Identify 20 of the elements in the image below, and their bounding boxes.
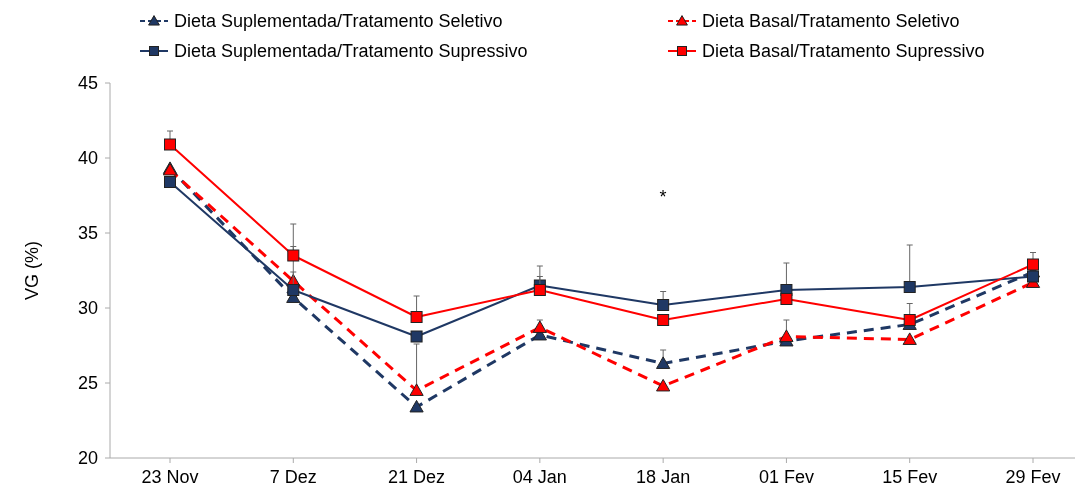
legend-label: Dieta Basal/Tratamento Supressivo (702, 41, 985, 62)
legend-label: Dieta Suplementada/Tratamento Supressivo (174, 41, 528, 62)
legend-label: Dieta Suplementada/Tratamento Seletivo (174, 11, 503, 32)
y-tick-label: 20 (77, 448, 98, 469)
y-tick-label: 30 (77, 298, 98, 319)
y-tick-label: 35 (77, 223, 98, 244)
legend-label: Dieta Basal/Tratamento Seletivo (702, 11, 960, 32)
y-axis-title: VG (%) (22, 240, 42, 301)
y-tick-label: 40 (77, 148, 98, 169)
x-tick-label: 7 Dez (269, 467, 317, 487)
x-tick-label: 29 Fev (1005, 467, 1061, 487)
x-tick-label: 21 Dez (388, 467, 446, 487)
y-tick-label: 25 (77, 373, 98, 394)
x-tick-label: 15 Fev (882, 467, 938, 487)
x-tick-label: 04 Jan (512, 467, 567, 487)
x-tick-label: 23 Nov (141, 467, 199, 487)
annotation: * (659, 186, 667, 207)
x-tick-label: 18 Jan (636, 467, 691, 487)
x-tick-label: 01 Fev (758, 467, 814, 487)
y-tick-label: 45 (77, 73, 98, 94)
